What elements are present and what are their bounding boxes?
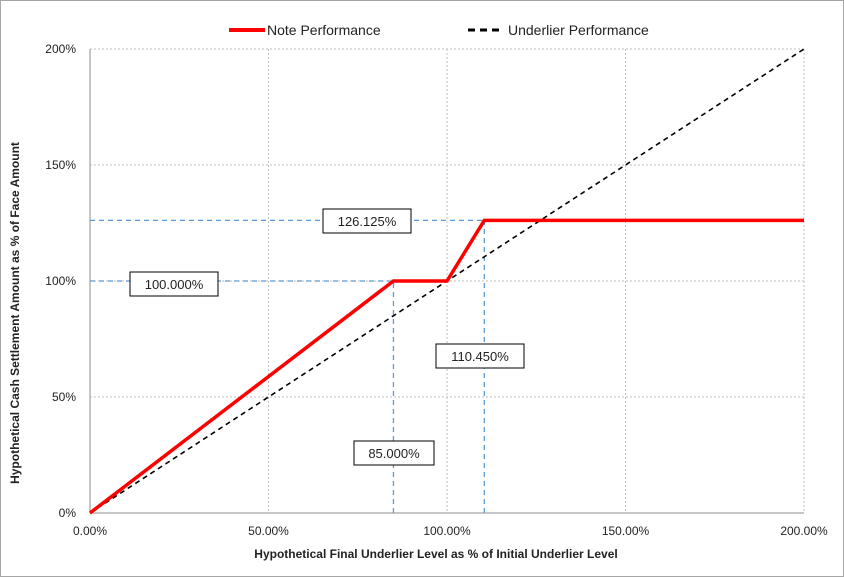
y-tick-label: 50% [52,390,76,404]
y-tick-label: 0% [59,506,77,520]
x-tick-label: 100.00% [423,524,471,538]
callout-label: 100.000% [145,277,204,292]
tick-labels: 0.00% 50.00% 100.00% 150.00% 200.00% 0% 50% 100… [45,42,828,538]
y-tick-label: 200% [45,42,76,56]
note-performance-line [88,218,804,515]
legend-underlier-performance-label: Underlier Performance [508,22,649,38]
x-axis-title: Hypothetical Final Underlier Level as % … [254,547,617,561]
x-tick-label: 50.00% [248,524,289,538]
x-tick-label: 150.00% [602,524,650,538]
callout-box [322,208,412,234]
callout-label: 85.000% [368,446,420,461]
y-tick-label: 150% [45,158,76,172]
y-tick-label: 100% [45,274,76,288]
callout-label: 126.125% [338,214,397,229]
callout-box [353,440,435,466]
legend-note-performance-label: Note Performance [267,22,381,38]
callout-box [129,271,219,297]
callouts: 126.125% 100.000% 110.450% 85.000% [129,208,525,466]
callout-box [435,343,525,369]
legend: Note Performance Underlier Performance [229,22,649,38]
series [88,48,805,515]
y-axis-title: Hypothetical Cash Settlement Amount as %… [8,142,22,484]
x-tick-label: 200.00% [780,524,828,538]
x-tick-label: 0.00% [73,524,107,538]
callout-label: 110.450% [451,349,509,364]
